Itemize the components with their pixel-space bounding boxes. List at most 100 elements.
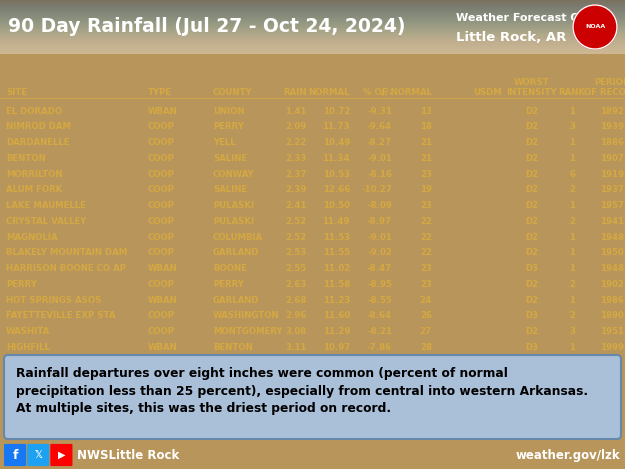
Text: WBAN: WBAN [148,343,178,352]
Text: CRYSTAL VALLEY: CRYSTAL VALLEY [6,217,86,226]
Text: COOP: COOP [148,233,175,242]
Text: FAYETTEVILLE EXP STA: FAYETTEVILLE EXP STA [6,311,116,320]
Text: 11.23: 11.23 [322,296,350,305]
FancyBboxPatch shape [27,444,49,466]
Text: 22: 22 [420,233,432,242]
Text: -9.01: -9.01 [367,233,392,242]
Text: 1: 1 [569,201,575,210]
Text: +/-: +/- [378,88,392,97]
Text: 1937: 1937 [600,185,624,195]
Text: CONWAY: CONWAY [213,170,254,179]
Text: EL DORADO: EL DORADO [6,107,62,116]
Text: 2.39: 2.39 [286,185,307,195]
Text: 23: 23 [420,280,432,289]
Text: 1941: 1941 [600,217,624,226]
Text: WORST: WORST [514,78,550,87]
Text: D2: D2 [526,327,539,336]
Text: PULASKI: PULASKI [213,201,254,210]
Text: 1948: 1948 [600,233,624,242]
Text: D2: D2 [526,185,539,195]
Text: COOP: COOP [148,280,175,289]
Text: -9.31: -9.31 [367,107,392,116]
Text: 22: 22 [420,217,432,226]
Text: D2: D2 [526,280,539,289]
Text: 11.60: 11.60 [322,311,350,320]
Text: 2.22: 2.22 [286,138,307,147]
Text: 10.50: 10.50 [323,201,350,210]
Text: 90 Day Rainfall (Jul 27 - Oct 24, 2024): 90 Day Rainfall (Jul 27 - Oct 24, 2024) [8,17,406,37]
Text: 11.53: 11.53 [322,233,350,242]
FancyBboxPatch shape [4,355,621,439]
Text: 1951: 1951 [600,327,624,336]
Text: COOP: COOP [148,311,175,320]
Text: 1902: 1902 [600,280,624,289]
Text: Rainfall departures over eight inches were common (percent of normal
precipitati: Rainfall departures over eight inches we… [16,367,588,415]
Text: f: f [12,448,18,461]
Text: -8.97: -8.97 [367,217,392,226]
Text: 11.49: 11.49 [322,217,350,226]
Text: 2.37: 2.37 [286,170,307,179]
Text: 1: 1 [569,249,575,257]
Text: HOT SPRINGS ASOS: HOT SPRINGS ASOS [6,296,101,305]
Text: -8.16: -8.16 [367,170,392,179]
Text: 10.72: 10.72 [322,107,350,116]
Text: 1: 1 [569,296,575,305]
Text: 11.73: 11.73 [322,122,350,131]
Text: 2: 2 [569,185,575,195]
FancyBboxPatch shape [4,444,26,466]
Text: ALUM FORK: ALUM FORK [6,185,63,195]
Text: MAGNOLIA: MAGNOLIA [6,233,58,242]
Text: D3: D3 [526,343,539,352]
Text: 10.53: 10.53 [323,170,350,179]
Text: -9.64: -9.64 [367,122,392,131]
Text: 23: 23 [420,264,432,273]
Text: 2.53: 2.53 [286,249,307,257]
Text: 19: 19 [420,185,432,195]
Text: 10.49: 10.49 [322,138,350,147]
Text: D2: D2 [526,249,539,257]
Text: 1: 1 [569,154,575,163]
Text: 23: 23 [420,170,432,179]
Text: 1957: 1957 [600,201,624,210]
Text: 27: 27 [420,327,432,336]
Text: 3.11: 3.11 [286,343,307,352]
Text: NOAA: NOAA [585,24,605,30]
Text: DARDANELLE: DARDANELLE [6,138,69,147]
Text: 6: 6 [569,170,575,179]
Text: 1999: 1999 [600,343,624,352]
Text: 2: 2 [569,311,575,320]
Text: -10.27: -10.27 [361,185,392,195]
Text: YELL: YELL [213,138,236,147]
Text: 3.08: 3.08 [286,327,307,336]
Text: 1: 1 [569,343,575,352]
Text: RANK: RANK [559,88,586,97]
Text: 2.63: 2.63 [286,280,307,289]
Text: COOP: COOP [148,327,175,336]
Text: 2.55: 2.55 [286,264,307,273]
Text: PERIOD: PERIOD [594,78,625,87]
Text: D2: D2 [526,201,539,210]
Text: 1919: 1919 [600,170,624,179]
Text: 1950: 1950 [600,249,624,257]
Text: NORMAL: NORMAL [309,88,350,97]
Text: 2.41: 2.41 [286,201,307,210]
Text: COOP: COOP [148,122,175,131]
Text: 21: 21 [420,138,432,147]
Text: D2: D2 [526,122,539,131]
Text: 26: 26 [420,311,432,320]
Text: LAKE MAUMELLE: LAKE MAUMELLE [6,201,86,210]
Text: 23: 23 [420,201,432,210]
Text: 1892: 1892 [600,107,624,116]
Text: COUNTY: COUNTY [213,88,253,97]
Text: -8.21: -8.21 [367,327,392,336]
Text: INTENSITY: INTENSITY [507,88,558,97]
Text: BENTON: BENTON [6,154,46,163]
Text: RAIN: RAIN [284,88,307,97]
Text: Little Rock, AR: Little Rock, AR [456,31,567,44]
Text: COOP: COOP [148,217,175,226]
FancyBboxPatch shape [51,444,72,466]
Text: 11.29: 11.29 [322,327,350,336]
Text: NWSLittle Rock: NWSLittle Rock [78,448,180,461]
Text: 13: 13 [420,107,432,116]
Text: 3: 3 [569,327,575,336]
